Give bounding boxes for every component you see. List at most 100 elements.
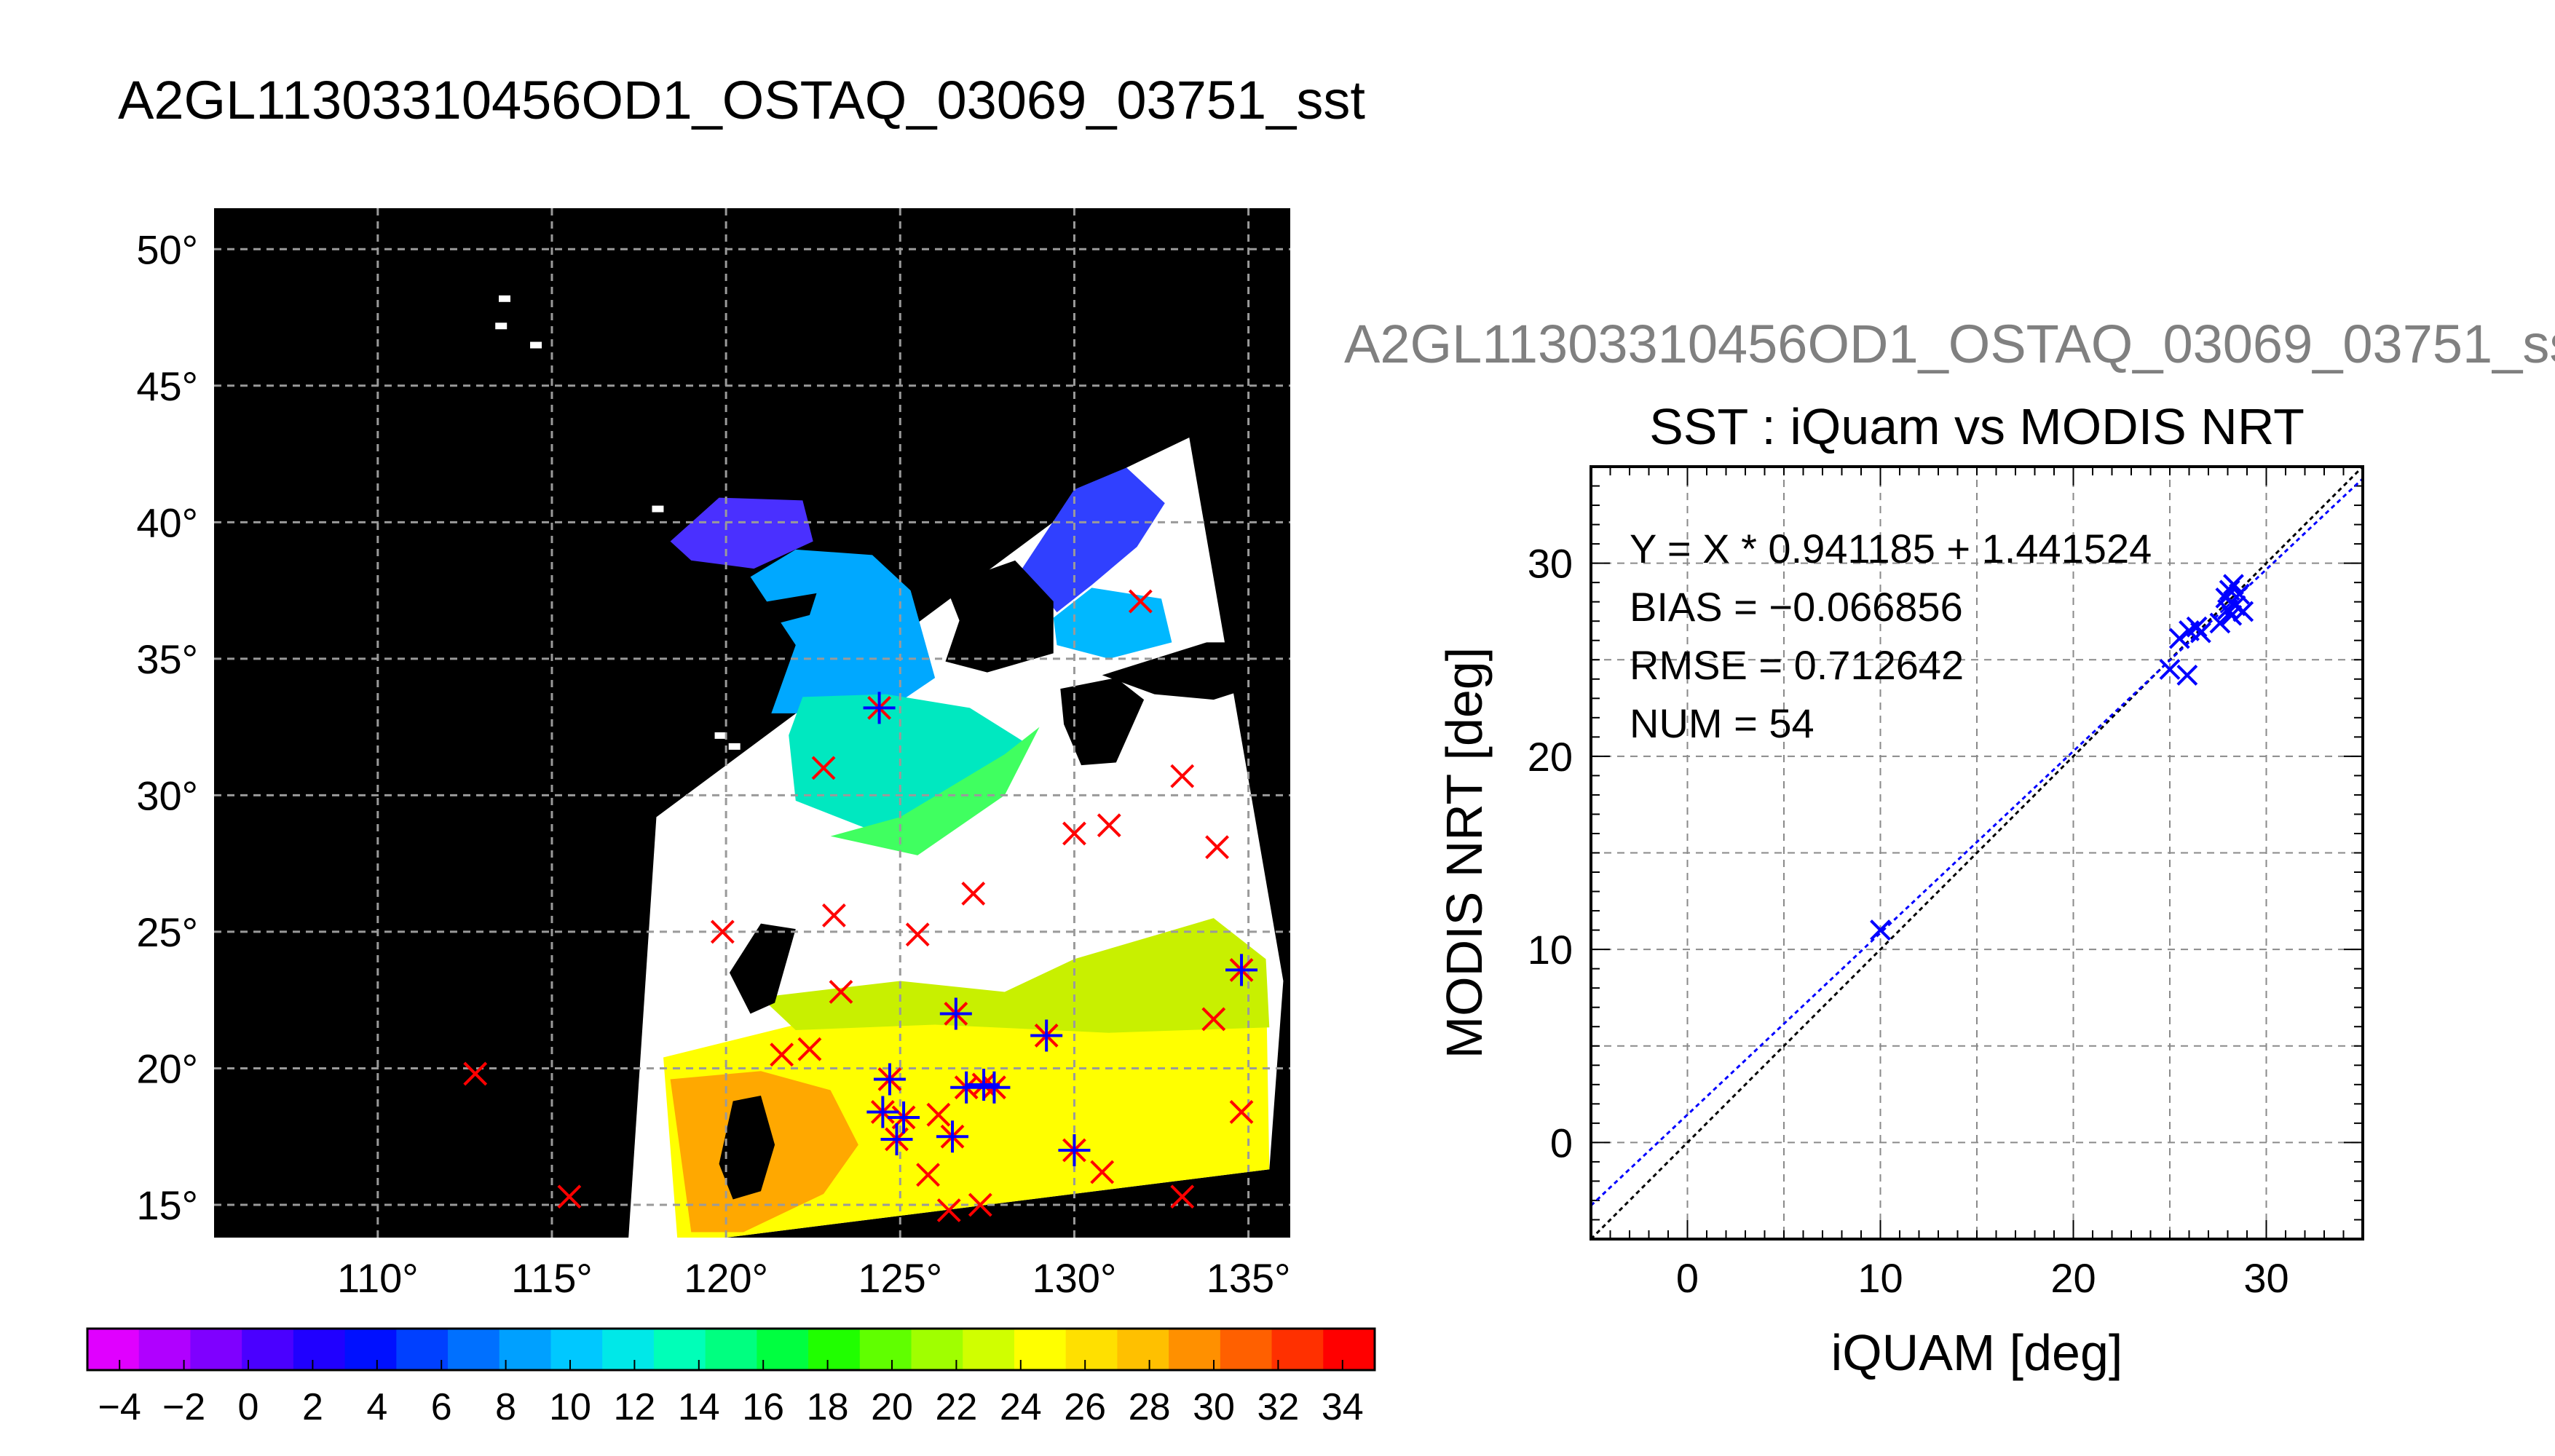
colorbar-label: 28 [1129,1386,1171,1428]
match-marker [811,756,836,780]
lon-tick-label: 110° [337,1255,419,1301]
lat-tick-label: 25° [136,909,198,955]
colorbar-swatch [1220,1329,1273,1370]
colorbar-label: 8 [495,1386,516,1428]
lon-tick-label: 120° [684,1255,768,1301]
colorbar-swatch [963,1329,1015,1370]
match-marker [961,882,986,906]
colorbar-swatch [911,1329,963,1370]
colorbar-swatch [1014,1329,1067,1370]
match-marker [968,1192,992,1217]
lon-tick-label: 130° [1032,1255,1117,1301]
colorbar-swatch [705,1329,757,1370]
match-marker [710,919,735,944]
colorbar-label: 14 [678,1386,720,1428]
y-tick-label: 0 [1550,1120,1573,1166]
colorbar-label: 22 [935,1386,977,1428]
cloud-speck [652,505,664,513]
colorbar-swatch [1169,1329,1221,1370]
colorbar-frame [86,1327,1376,1372]
main-title: A2GL11303310456OD1_OSTAQ_03069_03751_sst [118,70,1365,130]
match-marker [1128,589,1153,614]
scatter-grid [1591,467,2363,1239]
colorbar-swatch [859,1329,912,1370]
colorbar-label: 12 [613,1386,655,1428]
lon-tick-label: 135° [1207,1255,1291,1301]
match-marker [1205,835,1229,860]
colorbar-swatch [448,1329,500,1370]
match-marker [1062,821,1086,846]
colorbar-swatch [757,1329,809,1370]
match-marker [557,1184,582,1209]
y-tick-label: 20 [1528,734,1573,780]
colorbar-swatch [344,1329,397,1370]
stats-line: Y = X * 0.941185 + 1.441524 [1630,526,2152,571]
cloud-speck [742,767,754,775]
lat-tick-label: 45° [136,363,198,409]
colorbar-swatch [653,1329,706,1370]
colorbar-swatch [190,1329,242,1370]
lat-tick-label: 35° [136,636,198,682]
y-axis-label: MODIS NRT [deg] [1436,647,1493,1059]
match-marker [770,1042,794,1067]
scatter-point [1870,919,1891,941]
match-marker [829,980,853,1004]
match-marker [936,1198,961,1222]
x-tick-label: 10 [1857,1255,1903,1301]
colorbar-swatch [1323,1329,1375,1370]
honshu-shikoku [1102,642,1290,700]
colorbar-swatch [808,1329,861,1370]
colorbar-label: 20 [871,1386,913,1428]
lat-tick-label: 20° [136,1045,198,1091]
luzon-island [719,1095,775,1200]
scatter-point [2189,622,2211,644]
colorbar-label: 34 [1322,1386,1364,1428]
colorbar-label: 6 [431,1386,452,1428]
korea-peninsula [945,560,1054,673]
lat-tick-label: 30° [136,772,198,818]
scatter-point [2232,601,2254,622]
east-sea-north [1022,467,1165,613]
plot-frame [1590,465,2364,1241]
modis-marker [873,1063,906,1096]
x-tick-label: 30 [2243,1255,2289,1301]
cooler-band [760,918,1270,1033]
match-marker [916,1163,940,1187]
taiwan-island [729,923,796,1014]
one-to-one-line [1591,467,2363,1239]
scatter-title: SST : iQuam vs MODIS NRT [1649,398,2305,455]
match-marker [1090,1160,1115,1184]
match-marker [797,1037,822,1061]
colorbar-swatch [499,1329,551,1370]
yellow-sea [750,549,936,713]
cloud-speck [714,732,727,739]
cloud-speck [499,295,511,302]
bohai-sea [670,497,813,569]
colorbar-swatch [242,1329,294,1370]
map-grid [214,208,1290,1238]
stats-line: BIAS = −0.066856 [1630,584,1963,630]
modis-marker [866,1096,899,1128]
modis-marker [1058,1133,1091,1166]
modis-marker [950,1071,983,1104]
scatter-point [2223,574,2244,596]
lon-tick-label: 115° [511,1255,593,1301]
colorbar-label: 26 [1064,1386,1106,1428]
east-sea-south [1053,587,1172,659]
colorbar-swatch [1065,1329,1118,1370]
match-marker [926,1102,951,1127]
match-marker [821,903,846,927]
x-tick-label: 20 [2050,1255,2096,1301]
colorbar-label: 2 [302,1386,323,1428]
shandong-peninsula [719,593,817,635]
cloud-speck [495,323,508,330]
cloud-speck [763,743,775,750]
colorbar-label: 16 [742,1386,784,1428]
colorbar-label: 24 [1000,1386,1042,1428]
modis-marker [978,1071,1011,1104]
match-marker [905,922,930,947]
modis-marker [888,1101,920,1133]
